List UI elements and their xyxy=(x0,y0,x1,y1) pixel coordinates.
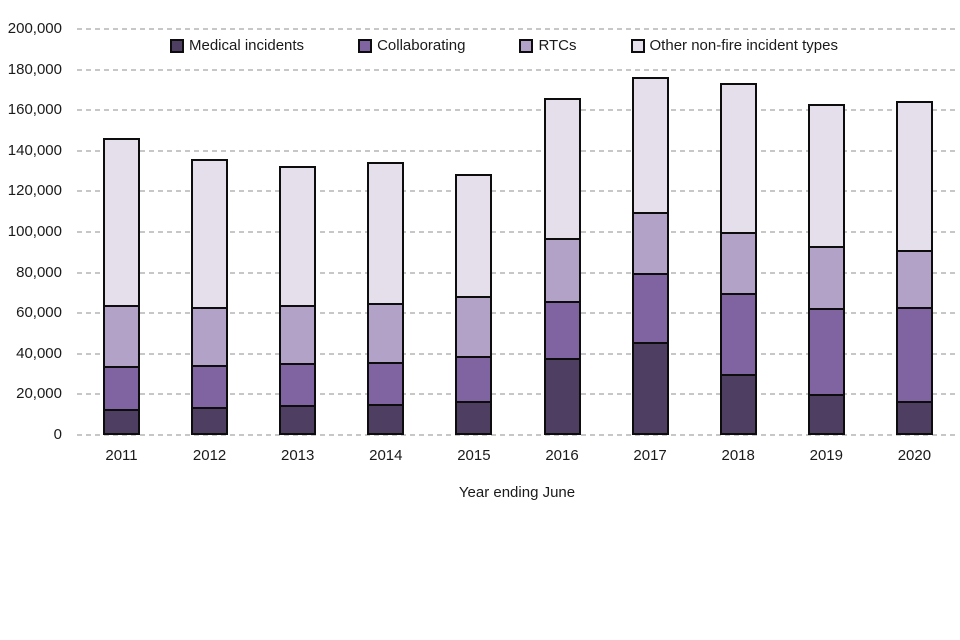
y-tick-label: 20,000 xyxy=(16,385,62,403)
segment-2020-other-non-fire-incident-types xyxy=(897,103,931,251)
y-tick-label: 100,000 xyxy=(7,223,62,240)
segment-2013-rtcs xyxy=(281,305,315,363)
gridline-20000 xyxy=(77,393,956,396)
bar-2011 xyxy=(103,137,140,435)
bar-2013 xyxy=(279,166,317,435)
y-tick-label: 140,000 xyxy=(7,141,62,159)
bar-2020 xyxy=(895,101,933,435)
y-tick-label: 120,000 xyxy=(7,182,62,200)
segment-2014-other-non-fire-incident-types xyxy=(369,164,403,304)
y-tick-label: 0 xyxy=(53,426,62,443)
segment-2019-collaborating xyxy=(809,308,843,395)
segment-2013-medical-incidents xyxy=(281,404,315,433)
segment-2018-rtcs xyxy=(721,232,755,293)
bar-2012 xyxy=(191,158,229,435)
bar-2016 xyxy=(543,98,581,435)
legend-swatch-icon xyxy=(358,38,373,53)
bar-2019 xyxy=(807,104,845,435)
legend-label: RTCs xyxy=(538,37,577,54)
x-tick-label-2013: 2013 xyxy=(281,447,315,464)
segment-2014-collaborating xyxy=(369,361,403,404)
x-tick-label-2020: 2020 xyxy=(897,447,932,464)
segment-2014-rtcs xyxy=(369,303,403,362)
segment-2018-medical-incidents xyxy=(721,374,755,433)
legend-swatch-icon xyxy=(630,38,645,53)
segment-2015-medical-incidents xyxy=(457,400,491,433)
segment-2017-collaborating xyxy=(633,272,667,342)
segment-2016-medical-incidents xyxy=(545,357,579,433)
segment-2011-other-non-fire-incident-types xyxy=(105,139,138,306)
bar-2014 xyxy=(367,162,405,435)
segment-2018-collaborating xyxy=(721,292,755,375)
gridline-160000 xyxy=(77,109,956,112)
segment-2012-rtcs xyxy=(193,307,227,365)
segment-2015-rtcs xyxy=(457,295,491,356)
segment-2013-collaborating xyxy=(281,362,315,405)
segment-2017-rtcs xyxy=(633,211,667,273)
segment-2020-rtcs xyxy=(897,250,931,308)
segment-2016-other-non-fire-incident-types xyxy=(545,100,579,239)
legend-swatch-icon xyxy=(170,38,184,53)
x-tick-label-2017: 2017 xyxy=(633,447,667,464)
segment-2015-collaborating xyxy=(457,355,491,401)
segment-2019-medical-incidents xyxy=(809,394,843,433)
segment-2012-collaborating xyxy=(193,364,227,407)
segment-2019-rtcs xyxy=(809,246,843,309)
gridline-0 xyxy=(77,434,956,436)
y-tick-label: 40,000 xyxy=(16,344,62,362)
x-tick-label-2018: 2018 xyxy=(721,447,755,464)
segment-2020-collaborating xyxy=(897,307,931,401)
segment-2019-other-non-fire-incident-types xyxy=(809,106,843,247)
gridline-200000 xyxy=(77,28,956,30)
segment-2016-collaborating xyxy=(545,301,579,358)
x-axis-title: Year ending June xyxy=(458,484,576,501)
x-tick-label-2014: 2014 xyxy=(369,447,403,464)
legend-label: Other non-fire incident types xyxy=(649,37,838,54)
legend-item-medical-incidents: Medical incidents xyxy=(170,37,304,54)
x-tick-label-2011: 2011 xyxy=(105,447,138,464)
y-tick-label: 180,000 xyxy=(7,60,62,78)
legend-item-other-non-fire-incident-types: Other non-fire incident types xyxy=(630,37,838,54)
segment-2011-collaborating xyxy=(105,365,138,409)
segment-2011-medical-incidents xyxy=(105,408,138,433)
x-tick-label-2015: 2015 xyxy=(457,447,491,464)
segment-2018-other-non-fire-incident-types xyxy=(721,84,755,233)
x-tick-label-2019: 2019 xyxy=(809,447,843,464)
segment-2017-medical-incidents xyxy=(633,341,667,433)
legend-item-rtcs: RTCs xyxy=(519,37,577,54)
legend-label: Collaborating xyxy=(377,37,466,54)
y-tick-label: 60,000 xyxy=(16,304,62,322)
segment-2016-rtcs xyxy=(545,238,579,302)
gridline-80000 xyxy=(77,271,956,274)
y-tick-label: 160,000 xyxy=(7,101,62,119)
gridline-140000 xyxy=(77,149,956,152)
gridline-120000 xyxy=(77,190,956,193)
segment-2012-other-non-fire-incident-types xyxy=(193,160,227,308)
segment-2017-other-non-fire-incident-types xyxy=(633,78,667,212)
bar-2015 xyxy=(455,174,493,435)
legend-label: Medical incidents xyxy=(189,37,305,54)
bar-2018 xyxy=(719,82,757,435)
x-tick-label-2016: 2016 xyxy=(545,447,579,464)
chart-legend: Medical incidents Collaborating RTCs Other … xyxy=(170,37,838,54)
gridline-100000 xyxy=(77,231,956,233)
legend-swatch-icon xyxy=(519,38,534,53)
gridline-40000 xyxy=(77,352,956,355)
gridline-180000 xyxy=(77,68,956,71)
gridline-60000 xyxy=(77,312,956,315)
y-tick-label: 80,000 xyxy=(16,263,62,281)
segment-2014-medical-incidents xyxy=(369,403,403,433)
segment-2020-medical-incidents xyxy=(897,400,931,433)
y-tick-label: 200,000 xyxy=(7,20,62,37)
x-tick-label-2012: 2012 xyxy=(192,447,227,464)
legend-item-collaborating: Collaborating xyxy=(358,37,465,54)
segment-2011-rtcs xyxy=(105,305,138,366)
segment-2012-medical-incidents xyxy=(193,406,227,433)
segment-2013-other-non-fire-incident-types xyxy=(281,168,315,306)
bar-2017 xyxy=(631,76,669,435)
segment-2015-other-non-fire-incident-types xyxy=(457,176,491,296)
stacked-bar-chart: 0 20,000 40,000 60,000 80,000 100,000 120,000 1… xyxy=(7,20,956,501)
